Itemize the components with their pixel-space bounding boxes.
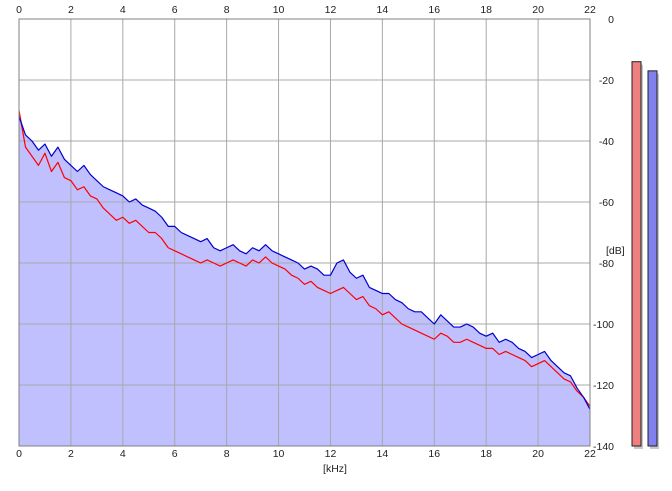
grid-layer [19, 19, 590, 446]
x-tick-label-top: 16 [428, 4, 440, 16]
x-tick-label-top: 2 [68, 4, 74, 16]
spectrum-fill-area [19, 110, 590, 446]
x-tick-label-bottom: 12 [325, 448, 337, 460]
x-tick-label-top: 12 [325, 4, 337, 16]
x-tick-label-bottom: 8 [224, 448, 230, 460]
x-tick-label-top: 18 [480, 4, 492, 16]
x-tick-label-top: 6 [172, 4, 178, 16]
y-tick-labels: 0 -20 -40 -60 -80 -100 -120 -140 [593, 14, 614, 453]
x-tick-label-bottom: 14 [377, 448, 389, 460]
x-tick-label-bottom: 0 [16, 448, 22, 460]
level-meter-right [647, 70, 658, 447]
x-tick-label-bottom: 10 [273, 448, 285, 460]
x-tick-labels-bottom: 0 2 4 6 8 10 12 14 16 18 20 22 [16, 448, 596, 460]
x-tick-label-bottom: 18 [480, 448, 492, 460]
y-tick-label: -40 [599, 136, 614, 148]
x-axis-label: [kHz] [323, 463, 347, 475]
y-tick-label: -20 [599, 75, 614, 87]
x-tick-label-top: 0 [16, 4, 22, 16]
y-tick-label: -140 [593, 441, 614, 453]
y-tick-label: -60 [599, 197, 614, 209]
x-tick-label-top: 4 [120, 4, 126, 16]
x-tick-label-bottom: 20 [532, 448, 544, 460]
x-tick-labels-top: 0 2 4 6 8 10 12 14 16 18 20 22 [16, 4, 596, 16]
x-tick-label-top: 8 [224, 4, 230, 16]
y-axis-label: [dB] [606, 245, 625, 257]
level-meters [631, 61, 659, 449]
x-tick-label-top: 10 [273, 4, 285, 16]
series-line-blue [18, 116, 591, 410]
x-tick-label-top: 20 [532, 4, 544, 16]
y-tick-label: -80 [599, 258, 614, 270]
level-meter-left [631, 61, 642, 447]
x-tick-label-top: 14 [377, 4, 389, 16]
y-tick-label: -100 [593, 319, 614, 331]
series-line-red [18, 110, 591, 407]
spectrum-fill-layer [19, 110, 590, 446]
series-layer [18, 110, 591, 410]
x-tick-label-bottom: 2 [68, 448, 74, 460]
plot-frame [18, 18, 591, 447]
x-tick-label-bottom: 6 [172, 448, 178, 460]
x-tick-label-top: 22 [584, 4, 596, 16]
x-tick-label-bottom: 22 [584, 448, 596, 460]
y-tick-label: -120 [593, 380, 614, 392]
x-tick-label-bottom: 4 [120, 448, 126, 460]
x-tick-label-bottom: 16 [428, 448, 440, 460]
y-tick-label: 0 [608, 14, 614, 26]
